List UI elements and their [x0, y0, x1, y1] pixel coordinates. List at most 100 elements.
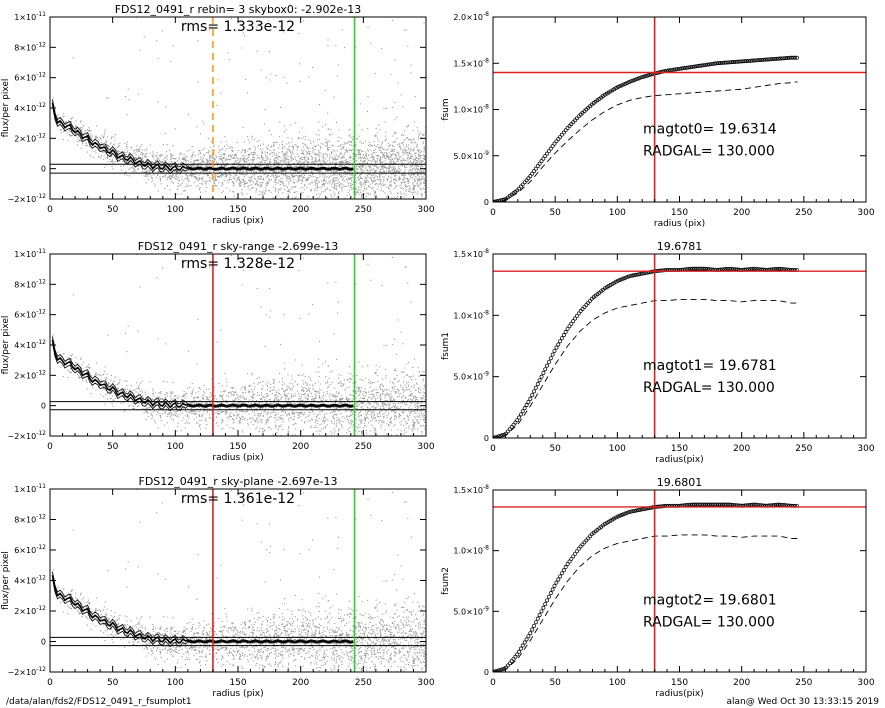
x-tick-label: 250	[355, 205, 372, 215]
x-tick-label: 50	[549, 208, 561, 218]
magtot-label: magtot0= 19.6314	[643, 122, 777, 138]
x-axis-label: radius (pix)	[212, 689, 263, 699]
y-tick-label: 6×10-12	[14, 309, 46, 320]
plot-area-2	[493, 17, 866, 202]
x-tick-label: 100	[167, 442, 184, 452]
radgal-label: RADGAL= 130.000	[643, 380, 775, 396]
y-tick-label: 0	[41, 165, 46, 174]
panel-title: FDS12_0491_r rebin= 3 skybox0: -2.902e-1…	[115, 3, 362, 16]
y-tick-label: 4×10-12	[14, 575, 46, 586]
y-tick-label: 2×10-12	[14, 369, 46, 380]
y-axis-label: fsum1	[441, 332, 451, 360]
x-tick-label: 50	[549, 678, 561, 688]
x-tick-label: 0	[490, 444, 496, 454]
x-tick-label: 250	[355, 678, 372, 688]
x-tick-label: 250	[795, 444, 812, 454]
fsum-dashed-line	[493, 81, 798, 202]
x-tick-label: 100	[609, 208, 626, 218]
x-tick-label: 300	[417, 442, 434, 452]
plot-area-6	[493, 490, 866, 672]
fsum-points	[493, 266, 799, 438]
panel-title: FDS12_0491_r sky-range -2.699e-13	[138, 240, 338, 253]
fsum-points	[493, 55, 799, 202]
y-tick-label: 1.0×10-8	[453, 309, 489, 320]
x-axis-label: radius (pix)	[212, 216, 263, 226]
footer-path: /data/alan/fds2/FDS12_0491_r_fsumplot1	[6, 697, 192, 707]
y-tick-label: 1×10-11	[14, 11, 46, 22]
x-tick-label: 150	[229, 205, 246, 215]
x-tick-label: 250	[795, 208, 812, 218]
y-tick-label: −2×10-12	[8, 666, 47, 677]
x-tick-label: 50	[549, 444, 561, 454]
x-tick-label: 200	[292, 678, 309, 688]
x-tick-label: 100	[167, 205, 184, 215]
y-tick-label: 1×10-11	[14, 483, 46, 494]
panel-title: 19.6801	[657, 476, 703, 489]
y-tick-label: 1.0×10-8	[453, 545, 489, 556]
scatter-points	[51, 489, 426, 672]
y-tick-label: 0	[484, 434, 489, 443]
y-tick-label: 1.5×10-8	[453, 57, 489, 68]
panel-5: rms= 1.361e-12 0 50 100 150 200 250 300 radius (…	[1, 475, 435, 699]
y-tick-label: −2×10-12	[8, 430, 47, 441]
y-tick-label: −2×10-12	[8, 193, 47, 204]
y-tick-label: 8×10-12	[14, 41, 46, 52]
mean-profile-line	[51, 574, 354, 645]
y-tick-label: 5.0×10-9	[453, 371, 489, 382]
x-tick-label: 100	[609, 678, 626, 688]
mean-profile-line	[51, 102, 354, 172]
y-tick-label: 0	[41, 638, 46, 647]
plot-area-5	[50, 489, 426, 672]
magtot-label: magtot1= 19.6781	[643, 358, 777, 374]
y-axis-label: flux/per pixel	[1, 79, 11, 138]
fsum-points	[493, 502, 799, 672]
y-tick-label: 8×10-12	[14, 514, 46, 525]
x-axis-label: radius (pix)	[654, 219, 705, 229]
x-tick-label: 200	[292, 205, 309, 215]
y-axis-label: fsum	[441, 98, 451, 120]
panel-2: magtot0= 19.6314 RADGAL= 130.000 0 50 100 150…	[441, 11, 875, 229]
x-tick-label: 200	[733, 208, 750, 218]
y-tick-label: 0	[484, 668, 489, 677]
plot-area-1	[50, 17, 426, 199]
x-tick-label: 250	[795, 678, 812, 688]
x-axis-label: radius(pix)	[655, 455, 703, 465]
profile-lower-envelope	[52, 105, 354, 175]
y-axis-label: flux/per pixel	[1, 551, 11, 610]
profile-upper-envelope	[52, 99, 354, 169]
x-axis-label: radius (pix)	[212, 453, 263, 463]
x-tick-label: 150	[671, 678, 688, 688]
y-tick-label: 2.0×10-8	[453, 11, 489, 22]
y-tick-label: 2×10-12	[14, 605, 46, 616]
x-tick-label: 150	[671, 208, 688, 218]
y-tick-label: 1.5×10-8	[453, 484, 489, 495]
x-tick-label: 200	[733, 678, 750, 688]
scatter-points	[51, 254, 426, 436]
x-tick-label: 50	[107, 442, 119, 452]
radgal-label: RADGAL= 130.000	[643, 615, 775, 631]
y-tick-label: 5.0×10-9	[453, 150, 489, 161]
plot-area-3	[50, 254, 426, 436]
mean-profile-line	[51, 339, 354, 409]
profile-lower-envelope	[52, 342, 354, 412]
x-tick-label: 0	[47, 205, 53, 215]
x-tick-label: 300	[857, 678, 874, 688]
x-tick-label: 100	[609, 444, 626, 454]
x-axis-label: radius(pix)	[655, 689, 703, 699]
magtot-label: magtot2= 19.6801	[643, 593, 777, 609]
y-tick-label: 6×10-12	[14, 544, 46, 555]
y-axis-label: flux/per pixel	[1, 316, 11, 375]
x-tick-label: 150	[229, 442, 246, 452]
radgal-label: RADGAL= 130.000	[643, 144, 775, 160]
fsum-dashed-line	[493, 298, 798, 438]
x-tick-label: 50	[107, 205, 119, 215]
panel-4: magtot1= 19.6781 RADGAL= 130.000 0 50 100 150…	[441, 240, 875, 465]
y-tick-label: 4×10-12	[14, 102, 46, 113]
y-tick-label: 1.0×10-8	[453, 104, 489, 115]
y-axis-label: fsum2	[441, 567, 451, 595]
x-tick-label: 0	[490, 678, 496, 688]
x-tick-label: 0	[47, 678, 53, 688]
y-tick-label: 1.5×10-8	[453, 248, 489, 259]
x-tick-label: 300	[417, 205, 434, 215]
